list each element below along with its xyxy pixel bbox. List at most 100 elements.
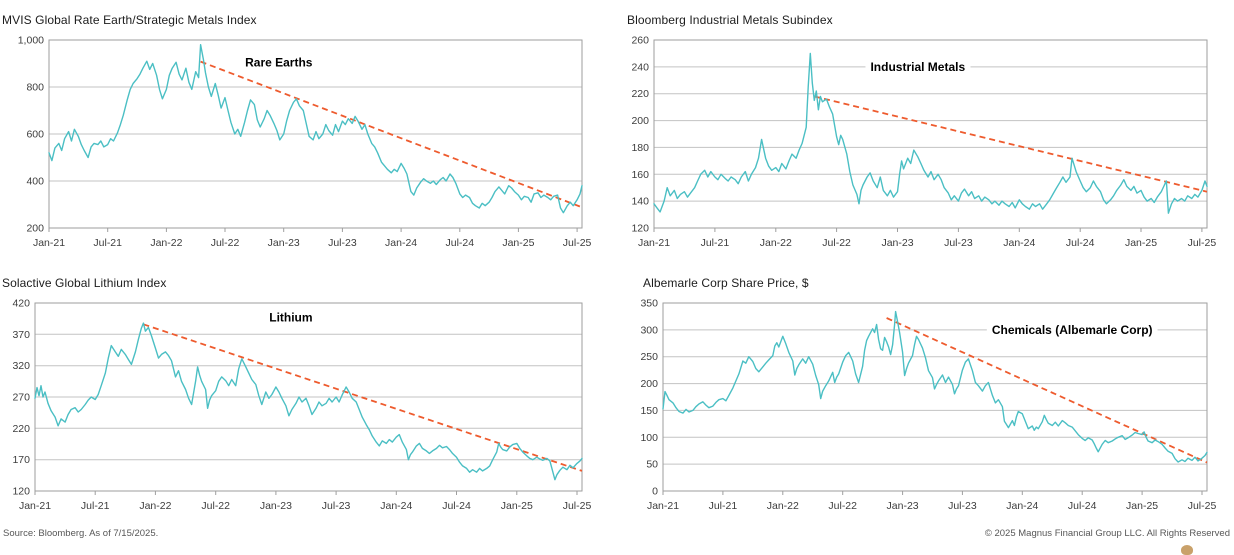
chart-title-albemarle: Albemarle Corp Share Price, $ xyxy=(643,276,809,290)
svg-text:Jul-21: Jul-21 xyxy=(93,237,122,249)
svg-text:350: 350 xyxy=(640,298,658,310)
source-note: Source: Bloomberg. As of 7/15/2025. xyxy=(3,528,159,539)
svg-text:Jan-21: Jan-21 xyxy=(33,237,65,249)
chart-title-rare-earths: MVIS Global Rate Earth/Strategic Metals … xyxy=(2,13,257,27)
svg-text:240: 240 xyxy=(631,61,649,73)
svg-text:0: 0 xyxy=(652,486,658,498)
series-line xyxy=(653,52,1208,214)
series-line xyxy=(34,322,583,481)
x-axis-labels: Jan-21 Jul-21 Jan-22 Jul-22 Jan-23 Jul-23 Jan-… xyxy=(638,228,1216,249)
x-axis-labels: Jan-21 Jul-21 Jan-22 Jul-22 Jan-23 Jul-23 Jan-… xyxy=(33,228,592,249)
magnus-logo-fragment xyxy=(1181,545,1193,555)
y-axis-labels: 0 50 100 150 200 250 300 350 xyxy=(640,298,658,498)
gridlines xyxy=(35,333,582,461)
svg-text:200: 200 xyxy=(26,223,44,235)
svg-text:Jul-23: Jul-23 xyxy=(322,500,351,512)
svg-text:Jan-24: Jan-24 xyxy=(1003,237,1035,249)
svg-text:Jul-25: Jul-25 xyxy=(563,237,592,249)
svg-text:370: 370 xyxy=(12,329,30,341)
svg-text:100: 100 xyxy=(640,432,658,444)
svg-text:320: 320 xyxy=(12,360,30,372)
svg-text:200: 200 xyxy=(640,378,658,390)
svg-text:420: 420 xyxy=(12,298,30,310)
svg-text:Jul-22: Jul-22 xyxy=(828,500,857,512)
svg-text:150: 150 xyxy=(640,405,658,417)
chart-rare-earths: MVIS Global Rate Earth/Strategic Metals … xyxy=(2,12,600,260)
trendline xyxy=(814,95,1208,193)
series-line xyxy=(48,44,583,214)
svg-text:260: 260 xyxy=(631,35,649,47)
svg-text:Jul-21: Jul-21 xyxy=(81,500,110,512)
trendline xyxy=(886,317,1208,464)
svg-text:Jul-22: Jul-22 xyxy=(201,500,230,512)
annotation-backing xyxy=(986,321,1158,338)
gridlines xyxy=(663,329,1207,465)
svg-text:Jan-24: Jan-24 xyxy=(380,500,412,512)
svg-text:Jan-22: Jan-22 xyxy=(767,500,799,512)
svg-text:Jul-21: Jul-21 xyxy=(701,237,730,249)
svg-text:140: 140 xyxy=(631,196,649,208)
svg-text:Jul-22: Jul-22 xyxy=(211,237,240,249)
plot-border xyxy=(48,39,583,229)
chart-albemarle: Albemarle Corp Share Price, $ 0 50 100 150 2… xyxy=(627,275,1234,523)
y-axis-labels: 120 170 220 270 320 370 420 xyxy=(12,298,30,498)
svg-text:Jan-24: Jan-24 xyxy=(385,237,417,249)
svg-text:120: 120 xyxy=(12,486,30,498)
chart-title-lithium: Solactive Global Lithium Index xyxy=(2,276,167,290)
svg-text:Jan-22: Jan-22 xyxy=(139,500,171,512)
svg-text:Jul-25: Jul-25 xyxy=(563,500,592,512)
svg-text:Jan-23: Jan-23 xyxy=(887,500,919,512)
svg-text:200: 200 xyxy=(631,115,649,127)
svg-text:220: 220 xyxy=(12,423,30,435)
chart-industrial-metals: Bloomberg Industrial Metals Subindex 120… xyxy=(627,12,1234,260)
svg-text:Jul-25: Jul-25 xyxy=(1188,500,1217,512)
annotation-backing xyxy=(264,309,318,326)
svg-text:Jan-23: Jan-23 xyxy=(260,500,292,512)
series-annotation: Chemicals (Albemarle Corp) xyxy=(992,323,1153,337)
svg-text:Jul-25: Jul-25 xyxy=(1188,237,1217,249)
svg-text:400: 400 xyxy=(26,176,44,188)
svg-text:Jan-25: Jan-25 xyxy=(502,237,534,249)
svg-text:50: 50 xyxy=(646,459,658,471)
svg-text:Jan-22: Jan-22 xyxy=(760,237,792,249)
svg-text:Jan-21: Jan-21 xyxy=(19,500,51,512)
svg-text:250: 250 xyxy=(640,351,658,363)
svg-text:Jul-22: Jul-22 xyxy=(822,237,851,249)
series-line xyxy=(662,310,1208,463)
svg-text:Jan-21: Jan-21 xyxy=(647,500,679,512)
plot-border xyxy=(662,302,1208,492)
svg-text:170: 170 xyxy=(12,454,30,466)
annotation-backing xyxy=(865,58,971,75)
svg-text:Jul-24: Jul-24 xyxy=(445,237,474,249)
svg-text:Jul-21: Jul-21 xyxy=(709,500,738,512)
svg-text:600: 600 xyxy=(26,129,44,141)
rare-earths-plot: 200 400 600 800 1,000 Jan-21 Jul-21 Jan-22 Jul-2… xyxy=(18,35,592,250)
svg-text:Jul-23: Jul-23 xyxy=(948,500,977,512)
trendline xyxy=(143,323,583,472)
svg-text:270: 270 xyxy=(12,392,30,404)
svg-text:300: 300 xyxy=(640,324,658,336)
trendline xyxy=(200,60,583,209)
svg-text:Jul-23: Jul-23 xyxy=(328,237,357,249)
x-axis-labels: Jan-21 Jul-21 Jan-22 Jul-22 Jan-23 Jul-23 Jan-… xyxy=(19,491,592,512)
annotation-backing xyxy=(240,54,318,71)
plot-border xyxy=(653,39,1208,229)
copyright-note: © 2025 Magnus Financial Group LLC. All R… xyxy=(984,528,1230,539)
chart-lithium: Solactive Global Lithium Index 120 170 220… xyxy=(2,275,600,523)
svg-text:Jul-23: Jul-23 xyxy=(944,237,973,249)
svg-text:Jan-24: Jan-24 xyxy=(1006,500,1038,512)
svg-text:180: 180 xyxy=(631,142,649,154)
svg-text:800: 800 xyxy=(26,82,44,94)
series-annotation: Industrial Metals xyxy=(870,60,965,74)
chart-title-industrial-metals: Bloomberg Industrial Metals Subindex xyxy=(627,13,833,27)
x-axis-labels: Jan-21 Jul-21 Jan-22 Jul-22 Jan-23 Jul-23 Jan-… xyxy=(647,491,1217,512)
svg-text:220: 220 xyxy=(631,88,649,100)
svg-text:Jul-24: Jul-24 xyxy=(1066,237,1095,249)
svg-text:Jan-25: Jan-25 xyxy=(1125,237,1157,249)
svg-text:Jul-24: Jul-24 xyxy=(1068,500,1097,512)
y-axis-labels: 200 400 600 800 1,000 xyxy=(18,35,44,235)
series-annotation: Lithium xyxy=(269,310,312,324)
